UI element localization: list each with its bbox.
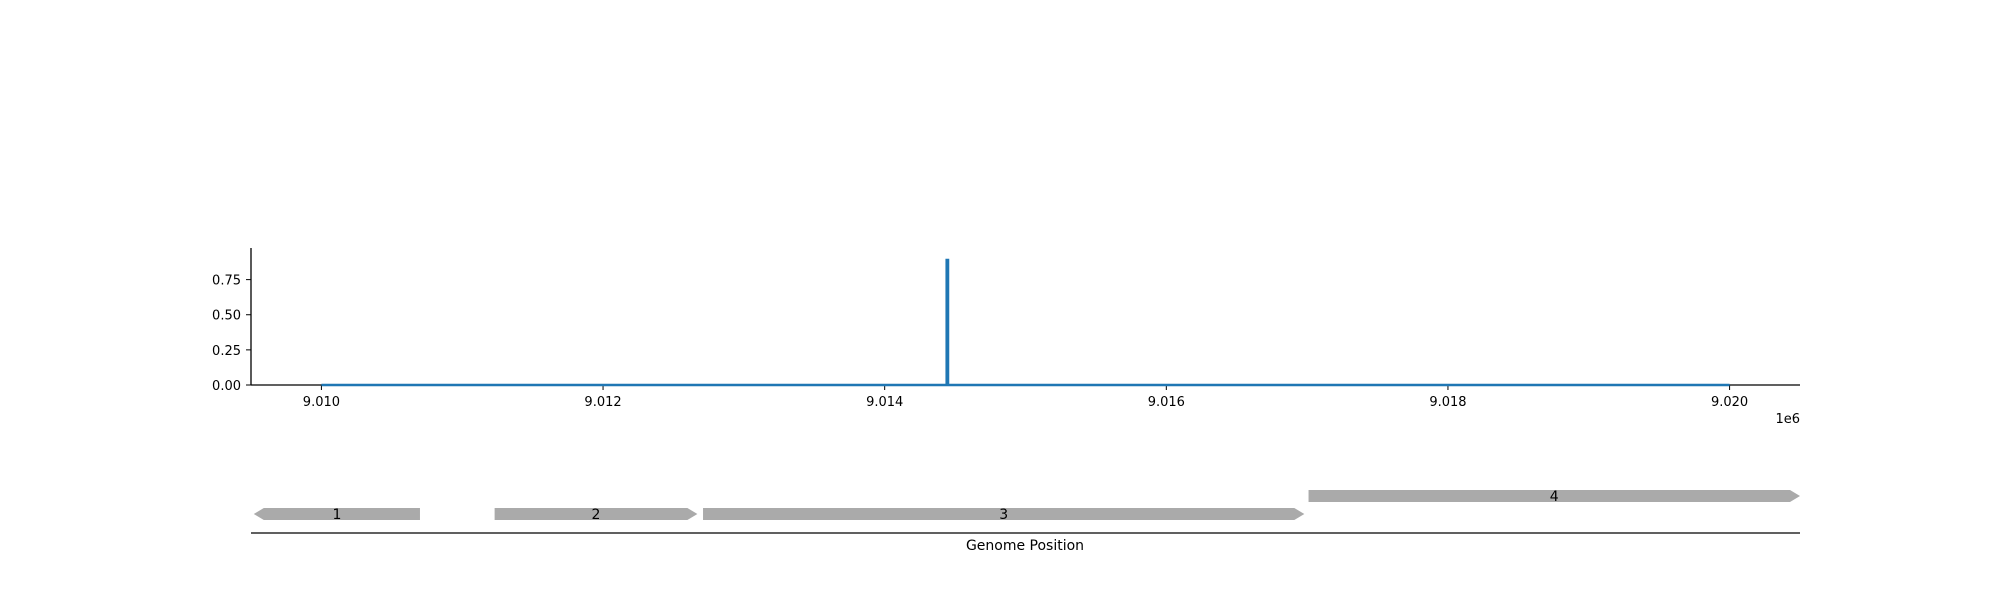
y-tick-label: 0.50 xyxy=(212,309,241,324)
y-tick-group: 0.00 0.25 0.50 0.75 xyxy=(212,274,251,394)
x-tick-label: 9.010 xyxy=(303,395,340,410)
gene-feature-label: 4 xyxy=(1550,489,1559,505)
x-tick-label: 9.018 xyxy=(1429,395,1466,410)
gene-feature-arrow xyxy=(703,508,1305,520)
x-tick-label: 9.012 xyxy=(584,395,621,410)
feature-group: 1 2 3 4 xyxy=(253,489,1800,523)
y-tick-label: 0.25 xyxy=(212,344,241,359)
x-tick-label: 9.014 xyxy=(866,395,903,410)
series-group xyxy=(321,258,1730,387)
gene-feature-label: 3 xyxy=(999,507,1008,523)
y-tick-label: 0.00 xyxy=(212,379,241,394)
gene-feature-arrow xyxy=(1308,490,1800,502)
coverage-series-line xyxy=(321,258,1730,387)
x-tick-label: 9.016 xyxy=(1148,395,1185,410)
gene-feature-arrow xyxy=(253,508,420,520)
coverage-plot: 0.000.250.500.75 9.010 9.012 9.014 9.016 9.0… xyxy=(212,248,1800,427)
y-tick-label: 0.75 xyxy=(212,274,241,289)
gene-feature-label: 1 xyxy=(332,507,341,523)
x-tick-group: 9.010 9.012 9.014 9.016 9.018 9.020 xyxy=(303,385,1748,410)
gene-feature-arrow xyxy=(494,508,698,520)
x-offset-label: 1e6 xyxy=(1775,412,1800,427)
gene-feature-label: 2 xyxy=(592,507,601,523)
x-axis-label: Genome Position xyxy=(966,538,1084,554)
gene-track: 1 2 3 4 Genome Position xyxy=(251,489,1800,554)
x-tick-label: 9.020 xyxy=(1711,395,1748,410)
